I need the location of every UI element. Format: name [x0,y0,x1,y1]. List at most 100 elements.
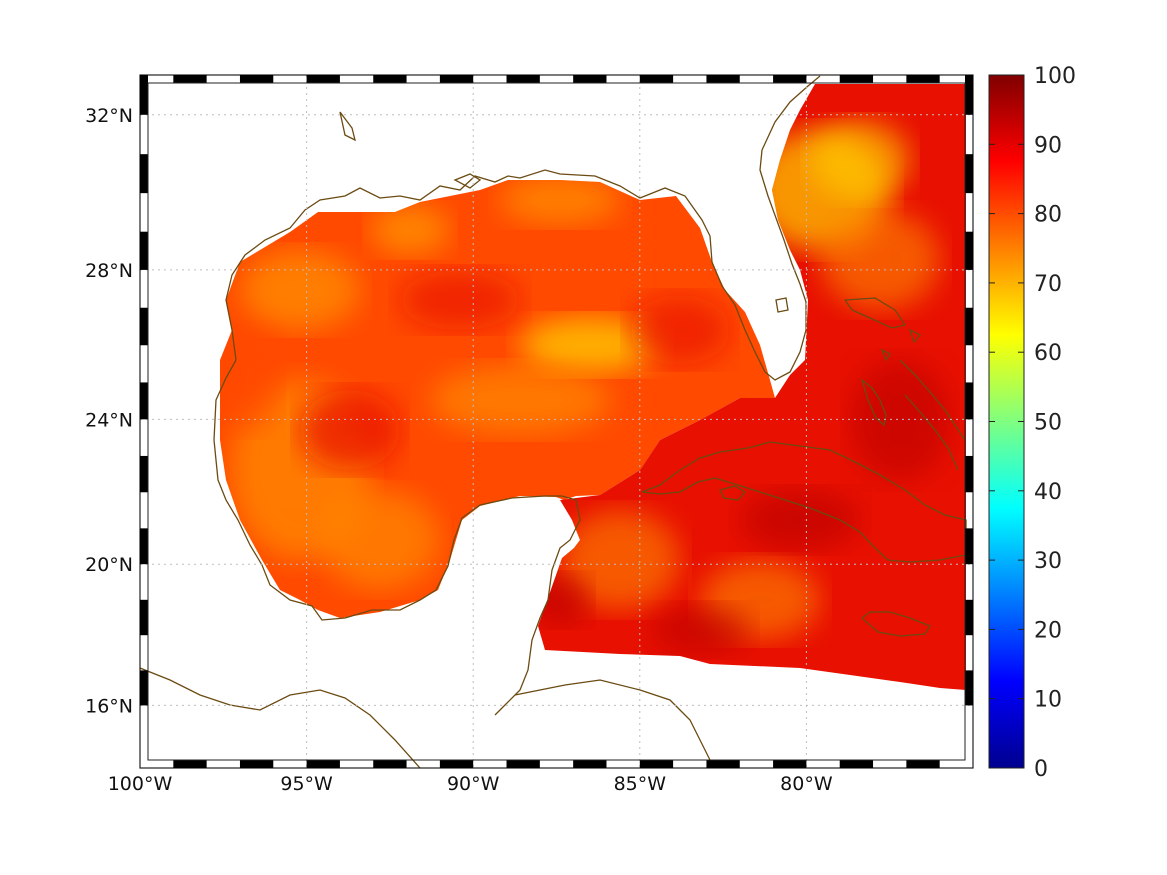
colorbar-tick-label: 90 [1034,133,1062,158]
field-shading-14 [740,490,860,550]
field-shading-4 [430,365,610,435]
bahamas-exuma-coastline [904,394,959,471]
frame-bar-left [140,382,148,420]
colorbar-tick-label: 80 [1034,203,1062,228]
frame-bar-bottom [706,760,740,768]
colorbar-tick-label: 100 [1034,64,1076,89]
lon-tick-label: 100°W [108,773,173,795]
frame-bar-bottom [639,760,674,768]
bahamas-eleuthera-coastline [899,359,966,441]
frame-bar-left [140,599,148,636]
field-shading-10 [810,120,910,200]
field-shading-16 [850,360,950,480]
colorbar-tick-label: 0 [1034,757,1048,782]
frame-bar-top [706,75,740,83]
frame-bar-top [239,75,274,83]
lat-tick-label: 24°N [85,409,133,431]
colorbar-tick-label: 40 [1034,480,1062,505]
frame-bar-bottom [306,760,340,768]
frame-bar-top [906,75,940,83]
lon-tick-label: 95°W [280,773,333,795]
field-shading-1 [370,205,450,255]
longitude-labels: 100°W 95°W 90°W 85°W 80°W [108,773,833,795]
frame-bar-top [773,75,807,83]
lat-tick-label: 20°N [85,554,133,576]
frame-bar-top [373,75,407,83]
field-shading-7 [300,390,400,470]
field-shading-8 [220,330,280,430]
frame-bar-bottom [506,760,540,768]
data-field [220,84,966,690]
frame-bar-left [140,154,148,194]
frame-bar-right [965,455,973,493]
bahamas-small-coastline [880,348,891,362]
mexico-coastline [213,359,581,716]
frame-bar-left [140,231,148,270]
coastlines [140,75,967,768]
lon-tick-label: 85°W [614,773,667,795]
colorbar-tick-label: 50 [1034,411,1062,436]
pacific-coastline [140,667,421,768]
frame-bar-right [965,154,973,194]
lat-tick-label: 32°N [85,105,133,127]
frame-bar-bottom [839,760,874,768]
lon-tick-label: 90°W [447,773,500,795]
frame-bar-top [573,75,607,83]
frame-bar-top [506,75,540,83]
frame-bar-left [140,307,148,346]
frame-bar-top [173,75,207,83]
colorbar: 0 10 20 30 40 50 60 70 80 90 100 [988,64,1076,782]
colorbar-tick-label: 10 [1034,688,1062,713]
colorbar-tick-label: 30 [1034,549,1062,574]
field-shading-19 [400,270,520,330]
colorbar-tick-label: 20 [1034,618,1062,643]
frame-bar-bottom [439,760,474,768]
frame-bar-right [965,528,973,565]
frame-bar-bottom [239,760,274,768]
us-gulf-coastline [225,75,821,381]
colorbar-tick-label: 70 [1034,272,1062,297]
frame-bar-right [965,307,973,346]
frame-bar-left [140,528,148,565]
lat-tick-label: 28°N [85,260,133,282]
honduras-coastline [514,679,711,761]
frame-bar-top [439,75,474,83]
lat-tick-label: 16°N [85,695,133,717]
graticule [140,75,973,768]
frame-bar-left [140,75,148,115]
frame-bar-top [306,75,340,83]
map-frame [139,74,974,769]
bay-coastline [339,111,356,142]
bahamas-grand-coastline [843,297,907,329]
field-shading-11 [820,210,940,310]
frame-bar-bottom [173,760,207,768]
frame-bar-right [965,599,973,636]
latitude-labels: 32°N 28°N 24°N 20°N 16°N [85,105,133,718]
frame-bar-top [639,75,674,83]
colorbar-ticks: 0 10 20 30 40 50 60 70 80 90 100 [989,64,1076,782]
frame-bar-right [965,670,973,706]
field-shading-0 [240,250,360,330]
bahamas-andros-coastline [860,378,887,427]
field-shading-6 [320,490,440,590]
frame-inner-border [147,82,966,761]
field-shading-3 [520,317,660,373]
field-shading-12 [560,510,680,610]
lake-coastline [453,173,482,189]
frame-bar-bottom [906,760,940,768]
frame-bar-bottom [373,760,407,768]
frame-bar-left [140,670,148,706]
jamaica-coastline [860,611,931,637]
frame-bar-bottom [573,760,607,768]
frame-bar-top [839,75,874,83]
field-shading-17 [530,575,590,625]
bahamas-small2-coastline [908,328,922,344]
field-shading-18 [630,295,730,365]
frame-bar-right [965,231,973,270]
lon-tick-label: 80°W [780,773,833,795]
frame-bar-right [965,382,973,420]
field-shading-2 [500,175,620,225]
lake-okeechobee-coastline [775,297,789,313]
isle-of-youth-coastline [719,485,747,501]
